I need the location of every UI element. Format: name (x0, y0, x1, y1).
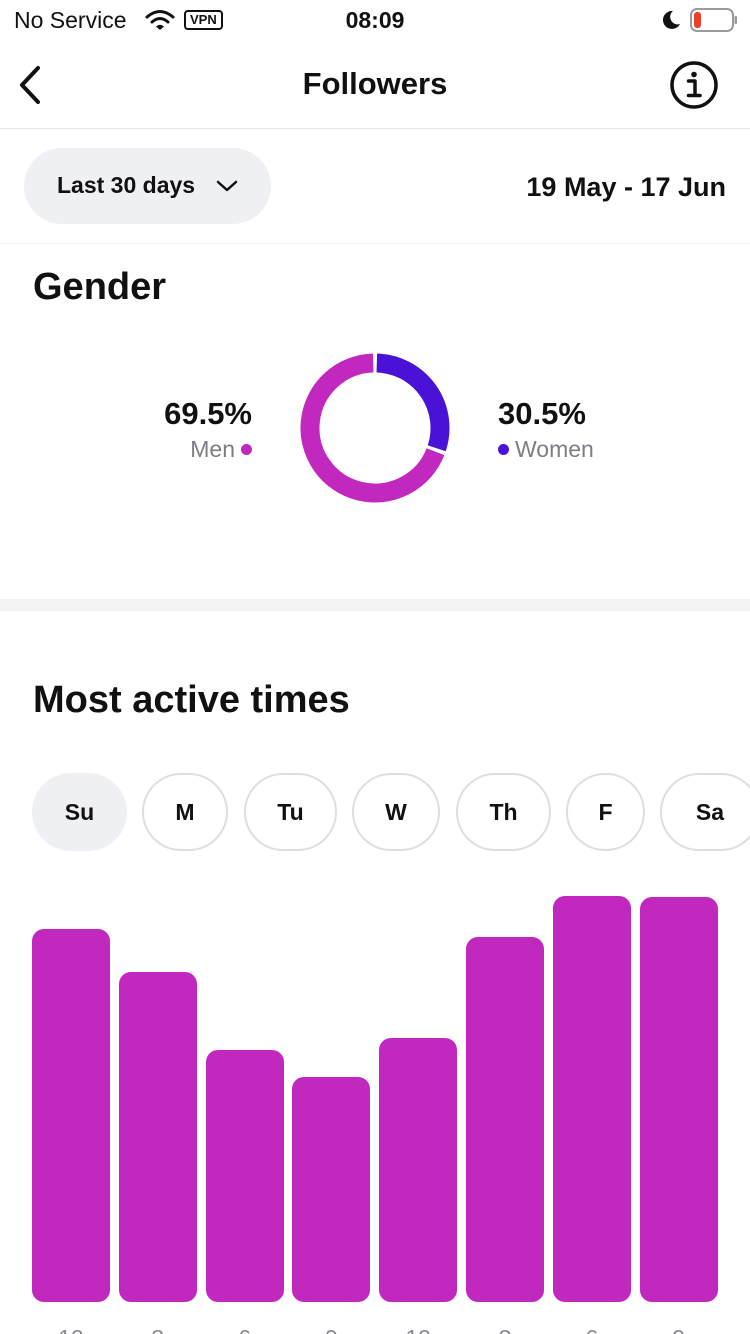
moon-icon (662, 10, 680, 29)
date-filter-row: Last 30 days 19 May - 17 Jun (0, 129, 750, 244)
women-percent: 30.5% (498, 396, 586, 431)
bar-7 (639, 896, 718, 1302)
men-legend: Men (190, 436, 252, 463)
chevron-down-icon (216, 180, 238, 192)
bar-4 (379, 1038, 458, 1302)
day-tab-th[interactable]: Th (456, 773, 551, 851)
gender-donut-chart (300, 353, 450, 503)
section-divider (0, 599, 750, 611)
day-tab-f[interactable]: F (566, 773, 645, 851)
day-tab-w[interactable]: W (352, 773, 440, 851)
bar-label-5: 3 (466, 1325, 544, 1334)
status-bar: No Service VPN 08:09 (0, 0, 750, 42)
bar-1 (118, 972, 197, 1302)
most-active-times-title: Most active times (33, 679, 350, 721)
nav-bar: Followers (0, 42, 750, 129)
battery-icon (690, 8, 737, 32)
day-tab-tu[interactable]: Tu (244, 773, 337, 851)
carrier-label: No Service (14, 7, 127, 33)
bar-label-0: 12 (32, 1325, 110, 1334)
bar-label-3: 9 (292, 1325, 370, 1334)
wifi-icon (145, 10, 175, 30)
men-percent: 69.5% (164, 396, 252, 431)
men-label: Men (190, 436, 235, 462)
active-times-bar-chart: 1236912369 (0, 851, 750, 1334)
bar-0 (32, 929, 110, 1302)
bar-label-7: 9 (640, 1325, 718, 1334)
bar-5 (466, 937, 544, 1302)
bar-label-4: 12 (379, 1325, 457, 1334)
date-range-text: 19 May - 17 Jun (526, 172, 726, 202)
day-tab-m[interactable]: M (142, 773, 228, 851)
most-active-times-section: Most active times Su M Tu W Th F Sa 1236… (0, 611, 750, 1334)
day-tab-su[interactable]: Su (32, 773, 127, 851)
info-icon[interactable] (668, 59, 720, 111)
date-range-dropdown[interactable]: Last 30 days (24, 148, 271, 224)
back-icon[interactable] (14, 62, 48, 108)
donut-slice-women (376, 353, 450, 452)
clock: 08:09 (345, 7, 405, 33)
vpn-badge: VPN (184, 10, 223, 30)
gender-title: Gender (33, 266, 167, 308)
bar-label-2: 6 (206, 1325, 284, 1334)
women-label: Women (515, 436, 594, 462)
gender-section: Gender 69.5% Men 30.5% Women (0, 244, 750, 599)
bar-3 (292, 1076, 371, 1302)
bar-label-6: 6 (553, 1325, 631, 1334)
donut-slice-men (300, 353, 445, 503)
men-dot (241, 444, 252, 455)
page-title: Followers (302, 66, 448, 101)
day-tab-sa[interactable]: Sa (660, 773, 750, 851)
date-range-dropdown-label: Last 30 days (57, 172, 196, 198)
bar-label-1: 3 (119, 1325, 197, 1334)
women-dot (498, 444, 509, 455)
day-tabs: Su M Tu W Th F Sa (0, 773, 750, 851)
bar-6 (552, 895, 631, 1302)
bar-2 (205, 1050, 284, 1302)
women-legend: Women (498, 436, 594, 463)
